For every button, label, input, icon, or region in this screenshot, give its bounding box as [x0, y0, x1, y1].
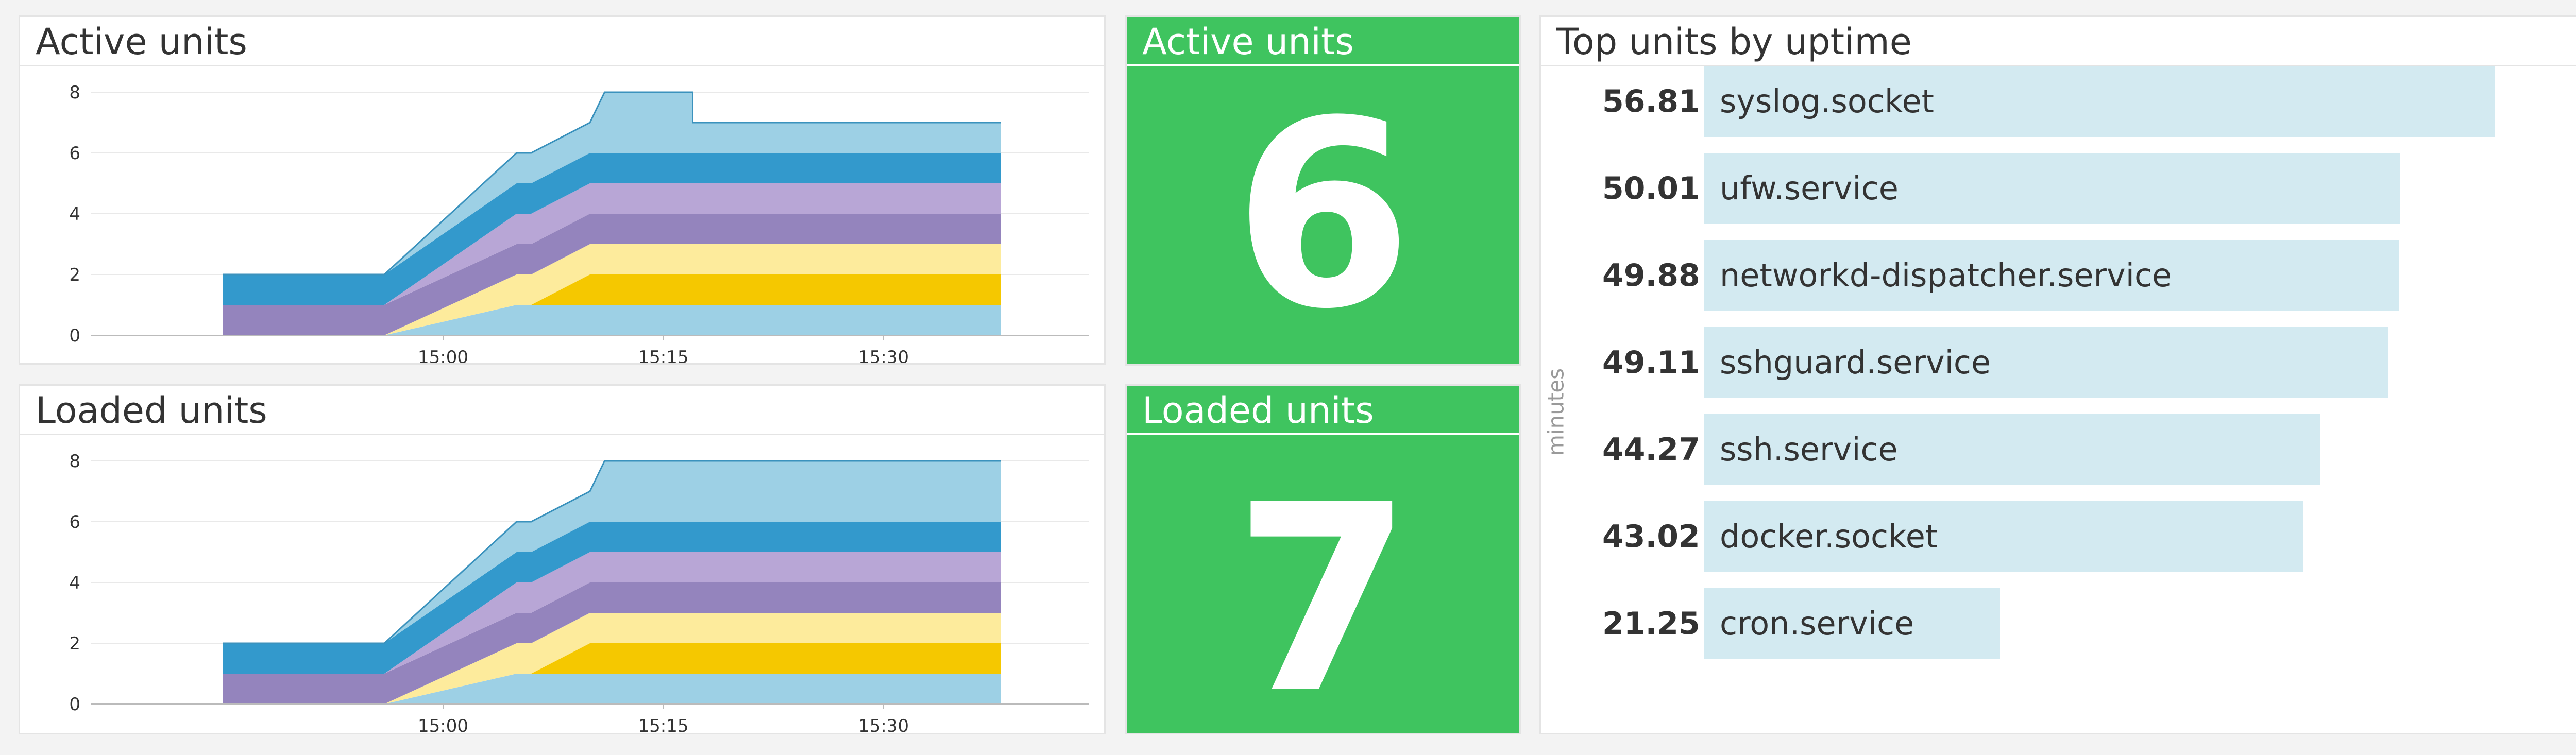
- top-unit-value: 50.01: [1602, 170, 1700, 207]
- top-unit-name: ufw.service: [1720, 169, 1899, 207]
- active-units-value-tile[interactable]: Active units 6: [1125, 15, 1521, 366]
- y-tick-label: 2: [69, 265, 80, 285]
- series-area-1: [223, 643, 1001, 704]
- series-area-6: [223, 461, 1001, 643]
- tile-title: Active units: [1127, 17, 1519, 66]
- series-area-5: [223, 522, 1001, 674]
- widget-title: Active units: [20, 17, 1104, 66]
- series-area-3: [223, 582, 1001, 704]
- top-unit-bar: [1704, 153, 2400, 224]
- total-line: [223, 91, 1001, 276]
- widget-title: Top units by uptime: [1541, 17, 2576, 66]
- top-unit-bar: [1704, 501, 2303, 572]
- top-units-y-axis-label: minutes: [1543, 368, 1569, 456]
- top-unit-bar: [1704, 327, 2388, 398]
- y-tick-label: 8: [69, 82, 80, 103]
- x-tick-label: 15:00: [418, 716, 468, 733]
- active-units-value: 6: [1233, 65, 1413, 365]
- y-tick-label: 0: [69, 694, 80, 715]
- y-tick-label: 4: [69, 573, 80, 593]
- top-unit-value: 49.11: [1602, 345, 1700, 381]
- top-unit-name: cron.service: [1720, 605, 1914, 642]
- top-unit-bar: [1704, 414, 2320, 485]
- top-unit-bar: [1704, 66, 2495, 137]
- x-tick-label: 15:30: [858, 347, 909, 363]
- series-area-2: [223, 613, 1001, 704]
- widget-title: Loaded units: [20, 386, 1104, 435]
- loaded-units-chart-widget: Loaded units 0 2 4 6 8 15:00 15:15 15:30: [19, 384, 1106, 734]
- top-unit-name: syslog.socket: [1720, 82, 1934, 120]
- top-unit-name: networkd-dispatcher.service: [1720, 256, 2172, 294]
- top-unit-name: docker.socket: [1720, 518, 1938, 555]
- series-area-5: [223, 153, 1001, 305]
- top-unit-bar: [1704, 240, 2399, 311]
- loaded-units-timeseries-chart[interactable]: 0 2 4 6 8 15:00 15:15 15:30: [20, 435, 1104, 733]
- active-units-chart-widget: Active units 0 2 4 6 8 15:00 15:15 15:30: [19, 15, 1106, 365]
- series-area-3: [223, 214, 1001, 335]
- top-unit-name: ssh.service: [1720, 431, 1898, 468]
- y-tick-label: 8: [69, 451, 80, 472]
- y-tick-label: 2: [69, 633, 80, 654]
- active-units-timeseries-chart[interactable]: 0 2 4 6 8 15:00 15:15 15:30: [20, 66, 1104, 363]
- y-tick-label: 0: [69, 325, 80, 346]
- series-area-4: [223, 183, 1001, 305]
- loaded-units-value-tile[interactable]: Loaded units 7: [1125, 384, 1521, 749]
- top-unit-name: sshguard.service: [1720, 344, 1991, 381]
- x-tick-label: 15:00: [418, 347, 468, 363]
- top-unit-value: 43.02: [1602, 519, 1700, 555]
- y-tick-label: 6: [69, 143, 80, 164]
- top-unit-value: 49.88: [1602, 258, 1700, 294]
- series-area-1: [223, 274, 1001, 335]
- series-area-6: [223, 92, 1001, 274]
- x-tick-label: 15:15: [638, 347, 689, 363]
- top-unit-value: 56.81: [1602, 83, 1700, 119]
- series-area-2: [223, 244, 1001, 335]
- y-tick-label: 6: [69, 512, 80, 533]
- series-area-4: [223, 552, 1001, 674]
- total-line: [223, 460, 1001, 644]
- top-unit-bar: [1704, 588, 2000, 659]
- loaded-units-value: 7: [1233, 450, 1413, 749]
- top-unit-value: 21.25: [1602, 606, 1700, 642]
- x-tick-label: 15:30: [858, 716, 909, 733]
- tile-title: Loaded units: [1127, 386, 1519, 435]
- y-tick-label: 4: [69, 204, 80, 225]
- top-unit-value: 44.27: [1602, 432, 1700, 468]
- x-tick-label: 15:15: [638, 716, 689, 733]
